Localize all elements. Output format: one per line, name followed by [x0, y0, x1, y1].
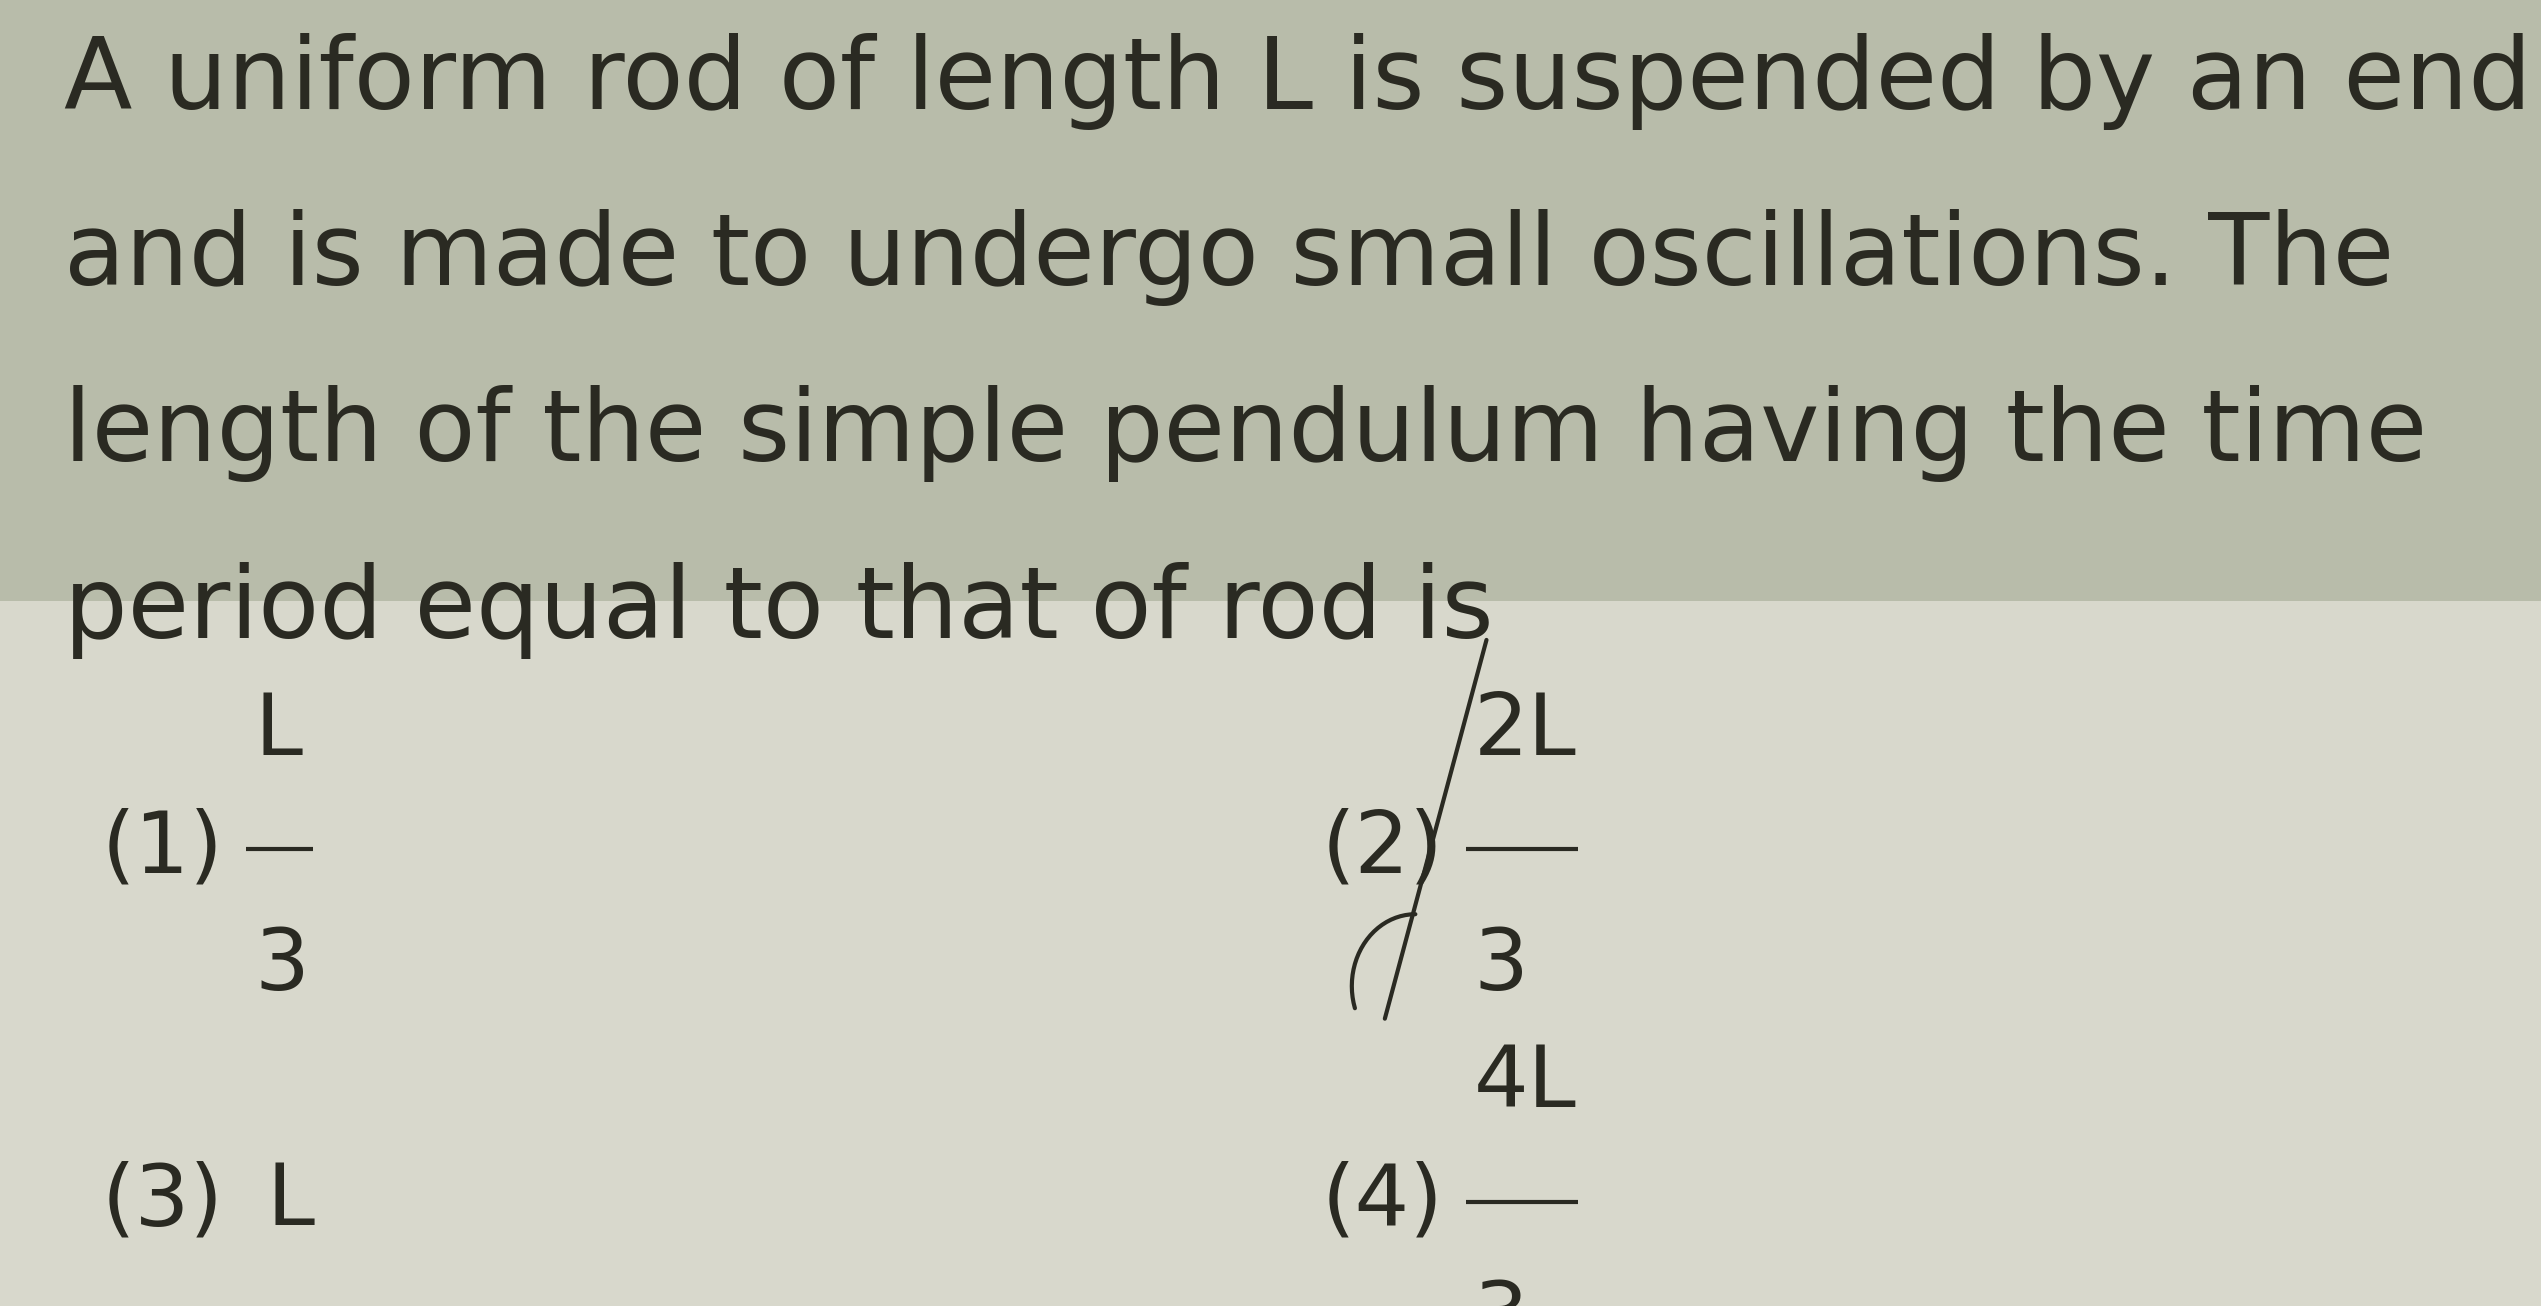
Text: L: L	[254, 690, 302, 773]
Text: 3: 3	[254, 925, 310, 1008]
Text: 4L: 4L	[1474, 1042, 1575, 1126]
Text: (1): (1)	[102, 807, 224, 891]
Text: 3: 3	[1474, 1277, 1530, 1306]
Text: period equal to that of rod is: period equal to that of rod is	[64, 562, 1494, 658]
Text: and is made to undergo small oscillations. The: and is made to undergo small oscillation…	[64, 209, 2394, 306]
Text: A uniform rod of length L is suspended by an end: A uniform rod of length L is suspended b…	[64, 33, 2531, 129]
FancyBboxPatch shape	[0, 601, 2541, 1306]
Text: 3: 3	[1474, 925, 1530, 1008]
Text: (3): (3)	[102, 1160, 224, 1243]
Text: L: L	[267, 1160, 315, 1243]
Text: length of the simple pendulum having the time: length of the simple pendulum having the…	[64, 385, 2427, 482]
Text: (2): (2)	[1321, 807, 1443, 891]
Text: (4): (4)	[1321, 1160, 1443, 1243]
Text: 2L: 2L	[1474, 690, 1575, 773]
